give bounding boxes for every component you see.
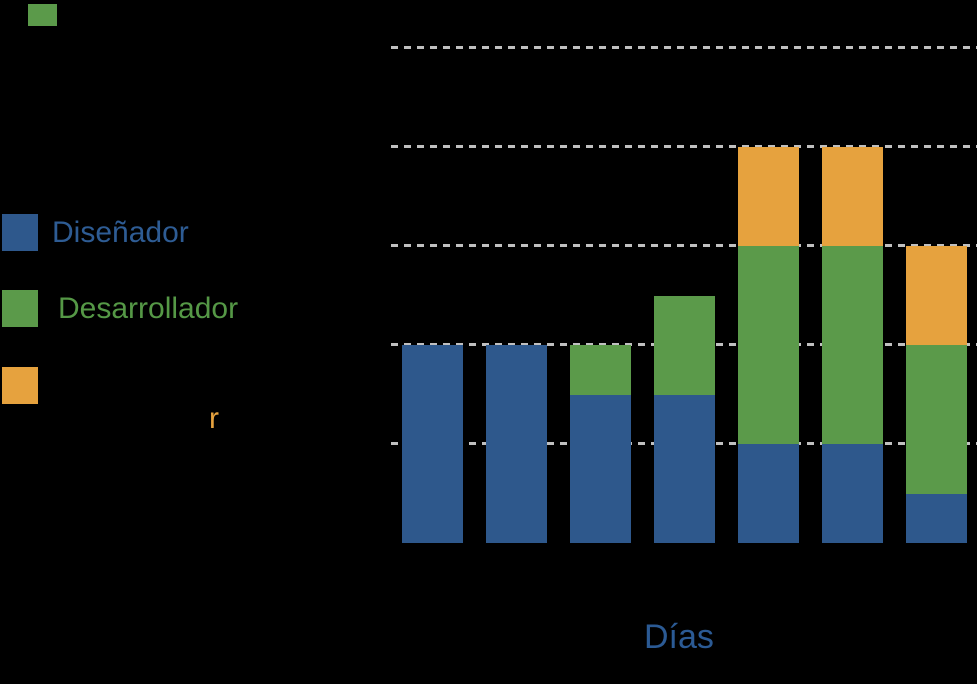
legend-item-desarrollador: Desarrollador (2, 290, 238, 327)
bar-3-segment-disenador (570, 394, 631, 543)
bar-5-segment-disenador (738, 444, 799, 543)
legend-swatch-disenador (2, 214, 38, 251)
legend-label-orange-series-partial: r (209, 402, 219, 435)
bar-6-segment-desarrollador (822, 246, 883, 444)
bar-5-segment-orange (738, 147, 799, 246)
bar-3-segment-desarrollador (570, 345, 631, 395)
legend-swatch-orange-series (2, 367, 38, 404)
gridline-4 (391, 145, 977, 148)
bar-6-segment-disenador (822, 444, 883, 543)
legend-swatch-desarrollador (2, 290, 38, 327)
bar-4-segment-desarrollador (654, 295, 715, 395)
x-axis-title: Días (644, 618, 714, 656)
bar-4-segment-disenador (654, 394, 715, 543)
legend-item-disenador: Diseñador (2, 214, 189, 251)
bar-7-segment-disenador (906, 493, 967, 543)
bar-1-segment-disenador (402, 345, 463, 543)
legend-item-orange-series (2, 367, 38, 404)
bar-6-segment-orange (822, 147, 883, 246)
legend-label-desarrollador: Desarrollador (58, 292, 239, 325)
top-left-green-marker (28, 4, 57, 26)
bar-7-segment-desarrollador (906, 345, 967, 494)
gridline-3 (391, 244, 977, 247)
bar-7-segment-orange (906, 246, 967, 345)
bar-5-segment-desarrollador (738, 246, 799, 444)
gridline-5 (391, 46, 977, 49)
legend-label-disenador: Diseñador (52, 216, 189, 249)
bar-2-segment-disenador (486, 345, 547, 543)
